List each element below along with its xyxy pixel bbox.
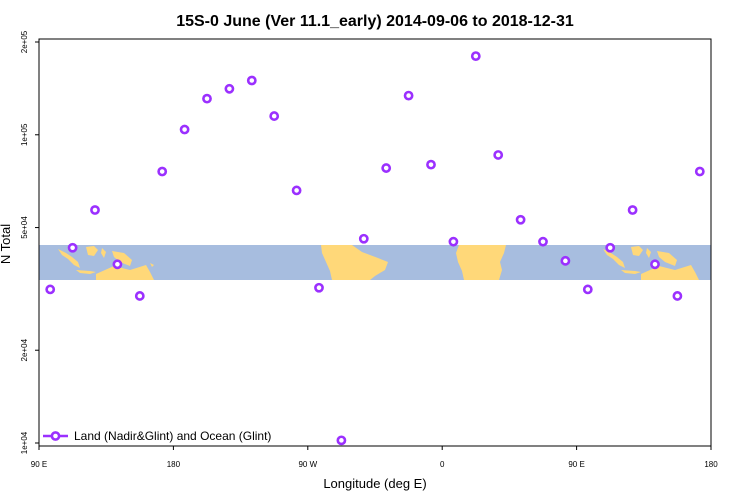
chart-title: 15S-0 June (Ver 11.1_early) 2014-09-06 t… [176, 13, 574, 30]
y-tick-label: 1e+04 [20, 431, 29, 454]
data-point [134, 291, 145, 301]
y-tick-label: 5e+04 [20, 216, 29, 239]
land-borneo-2 [631, 246, 643, 256]
land-new-guinea-2 [657, 251, 677, 266]
land-africa [456, 245, 506, 280]
x-tick-label: 0 [440, 460, 445, 469]
data-point [246, 75, 257, 86]
legend-marker [50, 431, 61, 441]
data-point [672, 291, 683, 301]
land-sulawesi-2 [646, 248, 651, 258]
data-point [202, 93, 212, 104]
data-point [448, 236, 459, 247]
x-tick-label: 180 [704, 460, 718, 469]
data-point [291, 185, 302, 196]
data-point [650, 259, 660, 270]
data-point [605, 242, 616, 253]
data-point [560, 255, 571, 266]
x-axis: 90 E 180 90 W 0 90 E 180 [31, 446, 718, 469]
x-tick-label: 180 [167, 460, 181, 469]
data-point [224, 83, 235, 94]
data-points [45, 51, 705, 446]
data-point [403, 90, 414, 101]
plot-frame [38, 38, 712, 447]
y-axis-label: N Total [0, 224, 13, 264]
data-point [157, 166, 168, 177]
x-tick-label: 90 E [568, 460, 584, 469]
land-java [76, 270, 96, 274]
data-point [336, 435, 347, 446]
y-tick-label: 1e+05 [20, 123, 29, 146]
land-java-2 [621, 270, 641, 274]
y-axis: 1e+04 2e+04 5e+04 1e+05 2e+05 [20, 30, 39, 454]
x-tick-label: 90 W [298, 460, 317, 469]
data-point [381, 163, 392, 173]
land-indonesia-west [58, 249, 80, 268]
data-point [90, 205, 100, 215]
land-masses [58, 245, 699, 280]
data-point [538, 236, 548, 247]
land-new-guinea [112, 251, 132, 266]
land-solomon [150, 263, 154, 267]
data-point [627, 205, 638, 215]
x-tick-label: 90 E [31, 460, 47, 469]
data-point [179, 124, 190, 135]
data-point [269, 111, 280, 121]
data-point [493, 150, 504, 160]
land-sulawesi [101, 248, 106, 258]
y-tick-label: 2e+05 [20, 30, 29, 53]
data-point [45, 284, 56, 295]
background-map [39, 245, 711, 280]
data-point [470, 51, 481, 62]
data-point [515, 214, 526, 225]
land-borneo [86, 246, 98, 256]
data-point [358, 233, 369, 244]
data-point [112, 259, 123, 270]
land-australia [96, 265, 154, 280]
data-point [694, 166, 705, 177]
legend: Land (Nadir&Glint) and Ocean (Glint) [43, 429, 271, 443]
data-point [67, 242, 78, 253]
data-point [314, 282, 324, 293]
data-point [426, 159, 436, 170]
data-point [582, 284, 593, 295]
land-indonesia-west-2 [603, 249, 625, 268]
land-south-america [321, 245, 388, 280]
legend-label: Land (Nadir&Glint) and Ocean (Glint) [74, 429, 271, 443]
y-tick-label: 2e+04 [20, 338, 29, 361]
x-axis-label: Longitude (deg E) [323, 476, 426, 491]
